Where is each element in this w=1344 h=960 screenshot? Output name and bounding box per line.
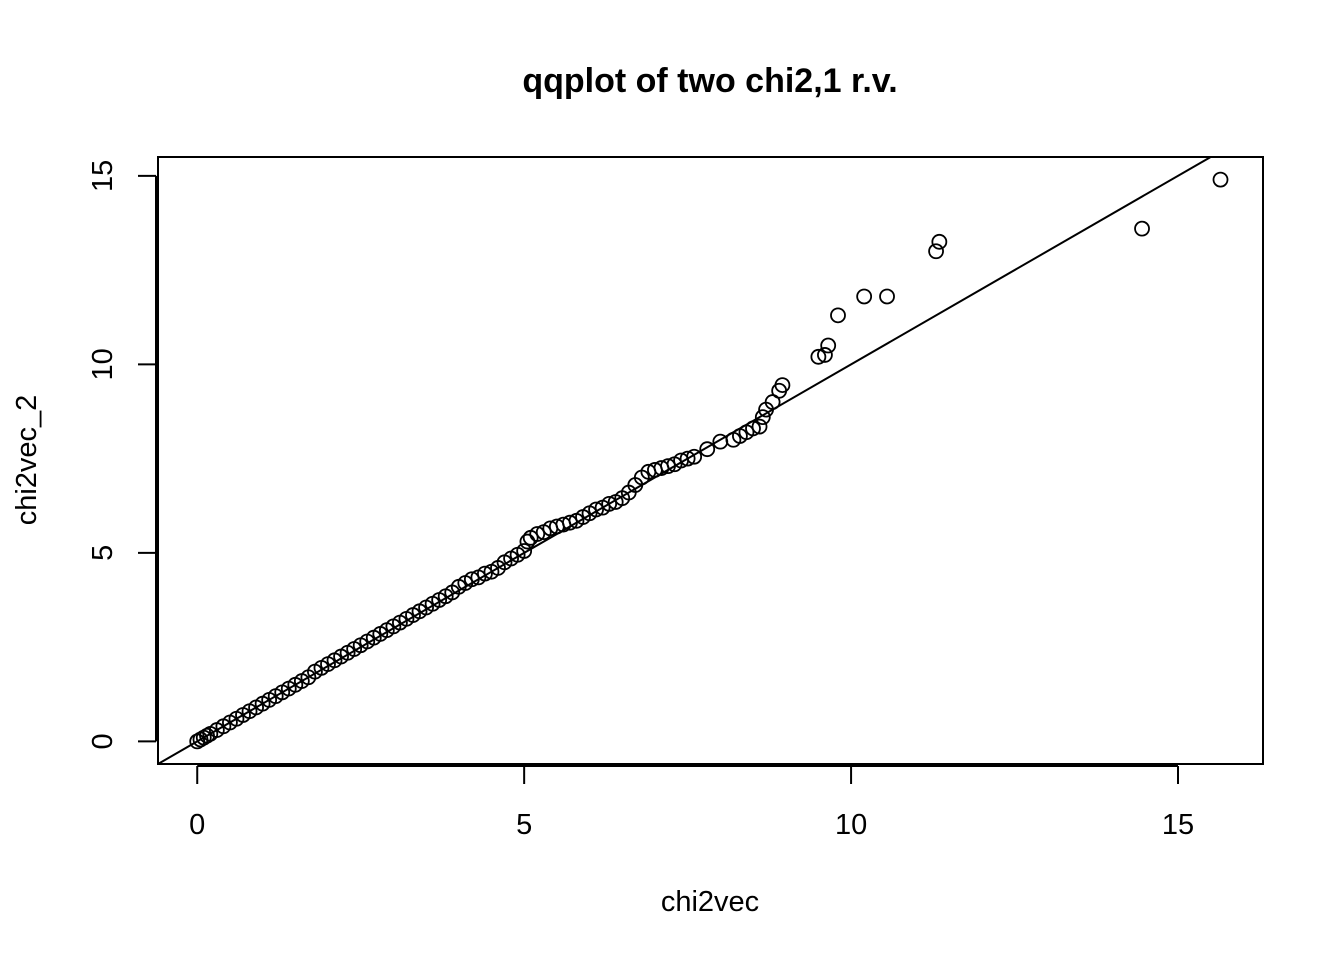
y-tick-label: 15 (87, 160, 119, 192)
data-point (516, 543, 533, 559)
data-point (928, 243, 944, 260)
x-tick-label: 5 (516, 809, 532, 841)
data-point (774, 377, 791, 393)
data-point (820, 337, 837, 354)
data-point (817, 347, 833, 363)
data-point (745, 420, 761, 437)
data-point (751, 418, 768, 435)
data-point (830, 307, 846, 324)
plot-frame (157, 156, 1264, 765)
y-axis: 0 5 10 15 (87, 160, 157, 749)
plot-area (157, 156, 1229, 765)
x-tick-label: 15 (1162, 809, 1194, 841)
chart-title: qqplot of two chi2,1 r.v. (522, 62, 897, 100)
data-point (1134, 220, 1150, 237)
y-tick-label: 5 (87, 545, 119, 561)
data-point (754, 409, 771, 426)
data-point (519, 533, 536, 550)
x-axis-label: chi2vec (661, 886, 759, 918)
data-point (699, 441, 716, 458)
x-tick-label: 10 (835, 809, 867, 841)
x-tick-label: 0 (189, 809, 205, 841)
data-point (463, 571, 480, 588)
data-point (810, 348, 827, 365)
y-tick-label: 0 (87, 733, 119, 749)
data-point (562, 514, 578, 531)
data-point (931, 233, 948, 250)
data-point (477, 565, 493, 582)
x-axis: 0 5 10 15 (189, 765, 1194, 841)
data-point (856, 288, 873, 305)
y-tick-label: 10 (87, 348, 119, 380)
reference-line (157, 156, 1212, 765)
data-point (660, 458, 676, 475)
data-point (588, 501, 604, 518)
data-point (879, 288, 895, 305)
data-point (679, 450, 696, 467)
data-point (601, 495, 618, 512)
data-point (1212, 171, 1229, 188)
data-point (686, 448, 703, 465)
y-axis-label: chi2vec_2 (11, 395, 43, 526)
data-points (189, 171, 1229, 750)
data-point (529, 526, 546, 542)
